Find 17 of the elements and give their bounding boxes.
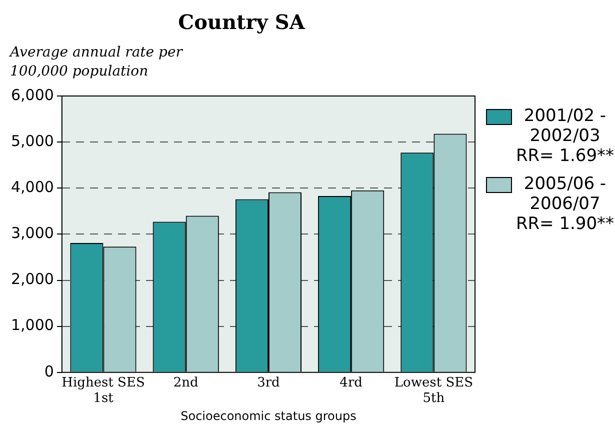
y-tick-label: 2,000 bbox=[10, 270, 54, 288]
y-axis-title: Average annual rate per 100,000 population bbox=[8, 44, 184, 80]
y-tick-label: 6,000 bbox=[10, 86, 54, 104]
x-tick-label: Lowest SES 5th bbox=[394, 376, 473, 406]
x-tick-label: 4rd bbox=[340, 376, 362, 391]
y-tick-label: 3,000 bbox=[10, 224, 54, 242]
x-axis-title: Socioeconomic status groups bbox=[180, 408, 356, 423]
chart-title: Country SA bbox=[178, 10, 306, 34]
y-tick-label: 5,000 bbox=[10, 132, 54, 150]
legend-label: 2005/06 - 2006/07 RR= 1.90** bbox=[515, 174, 615, 234]
x-tick-label: Highest SES 1st bbox=[62, 376, 145, 406]
x-tick-label: 2nd bbox=[173, 376, 198, 391]
y-tick-label: 1,000 bbox=[10, 316, 54, 334]
y-tick-label: 4,000 bbox=[10, 178, 54, 196]
x-tick-label: 3rd bbox=[257, 376, 280, 391]
legend-label: 2001/02 - 2002/03 RR= 1.69** bbox=[515, 106, 615, 166]
y-tick-label: 0 bbox=[44, 362, 54, 380]
